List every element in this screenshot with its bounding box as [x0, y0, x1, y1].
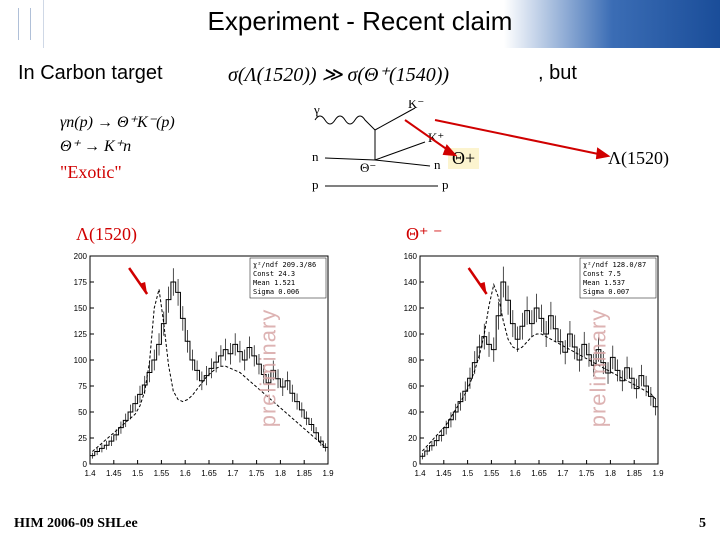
- svg-text:1.55: 1.55: [484, 469, 500, 478]
- svg-text:140: 140: [404, 278, 418, 287]
- svg-text:1.85: 1.85: [296, 469, 312, 478]
- svg-text:χ²/ndf 209.3/86: χ²/ndf 209.3/86: [253, 261, 316, 269]
- svg-text:75: 75: [78, 382, 87, 391]
- svg-text:40: 40: [408, 408, 417, 417]
- plot-label-theta: Θ⁺ ⁻: [406, 224, 443, 245]
- svg-text:0: 0: [83, 460, 88, 469]
- svg-text:60: 60: [408, 382, 417, 391]
- plot-label-lambda: Λ(1520): [76, 224, 137, 245]
- preliminary-right: preliminary: [586, 309, 612, 428]
- subline-formula: σ(Λ(1520)) ≫ σ(Θ⁺(1540)): [228, 62, 449, 87]
- svg-text:25: 25: [78, 434, 87, 443]
- arrow-to-lambda: [430, 110, 630, 170]
- svg-text:160: 160: [404, 252, 418, 261]
- subline-left: In Carbon target: [18, 62, 163, 85]
- svg-text:1.7: 1.7: [557, 469, 569, 478]
- plot-lambda: 0 25 50 75 100 125 150 175 200 1.4 1.45 1.5 1.55 1.6 1…: [56, 248, 336, 488]
- svg-text:Sigma 0.007: Sigma 0.007: [583, 288, 629, 296]
- svg-text:1.4: 1.4: [84, 469, 96, 478]
- subline-but: , but: [538, 62, 577, 85]
- svg-text:0: 0: [413, 460, 418, 469]
- svg-text:175: 175: [74, 278, 88, 287]
- svg-text:Mean 1.521: Mean 1.521: [253, 279, 295, 287]
- svg-text:Const 24.3: Const 24.3: [253, 270, 295, 278]
- svg-text:50: 50: [78, 408, 87, 417]
- svg-text:150: 150: [74, 304, 88, 313]
- label-p-in: p: [312, 177, 319, 192]
- reaction-2: Θ⁺ → K⁺n: [60, 136, 175, 156]
- svg-text:1.65: 1.65: [531, 469, 547, 478]
- reactions: γn(p) → Θ⁺K⁻(p) Θ⁺ → K⁺n "Exotic": [60, 112, 175, 183]
- reaction-1: γn(p) → Θ⁺K⁻(p): [60, 112, 175, 132]
- svg-text:1.7: 1.7: [227, 469, 239, 478]
- footer-right: 5: [699, 516, 706, 532]
- label-p-out: p: [442, 177, 449, 192]
- svg-text:Const 7.5: Const 7.5: [583, 270, 621, 278]
- svg-text:1.9: 1.9: [652, 469, 664, 478]
- svg-text:1.85: 1.85: [626, 469, 642, 478]
- svg-text:1.6: 1.6: [180, 469, 192, 478]
- svg-text:200: 200: [74, 252, 88, 261]
- preliminary-left: preliminary: [256, 309, 282, 428]
- svg-text:1.4: 1.4: [414, 469, 426, 478]
- svg-text:1.75: 1.75: [249, 469, 265, 478]
- svg-text:1.8: 1.8: [275, 469, 287, 478]
- svg-text:80: 80: [408, 356, 417, 365]
- svg-text:1.65: 1.65: [201, 469, 217, 478]
- svg-text:1.45: 1.45: [436, 469, 452, 478]
- svg-text:100: 100: [404, 330, 418, 339]
- slide-title: Experiment - Recent claim: [0, 6, 720, 37]
- svg-text:χ²/ndf 128.0/87: χ²/ndf 128.0/87: [583, 261, 646, 269]
- svg-text:1.55: 1.55: [154, 469, 170, 478]
- label-gamma: γ: [313, 102, 320, 117]
- svg-text:Mean 1.537: Mean 1.537: [583, 279, 625, 287]
- svg-text:120: 120: [404, 304, 418, 313]
- exotic-label: "Exotic": [60, 162, 175, 183]
- svg-text:1.75: 1.75: [579, 469, 595, 478]
- svg-text:1.5: 1.5: [132, 469, 144, 478]
- svg-text:1.45: 1.45: [106, 469, 122, 478]
- svg-text:1.6: 1.6: [510, 469, 522, 478]
- svg-text:125: 125: [74, 330, 88, 339]
- svg-text:1.8: 1.8: [605, 469, 617, 478]
- footer-left: HIM 2006-09 SHLee: [14, 516, 138, 532]
- svg-text:Sigma 0.006: Sigma 0.006: [253, 288, 299, 296]
- label-theta: Θ⁻: [360, 160, 376, 175]
- svg-text:100: 100: [74, 356, 88, 365]
- label-n-in: n: [312, 149, 319, 164]
- svg-text:1.5: 1.5: [462, 469, 474, 478]
- svg-text:20: 20: [408, 434, 417, 443]
- svg-text:1.9: 1.9: [322, 469, 334, 478]
- plot-theta: 0 20 40 60 80 100 120 140 160 1.4 1.45 1.5 1.55 1.6 1.…: [386, 248, 666, 488]
